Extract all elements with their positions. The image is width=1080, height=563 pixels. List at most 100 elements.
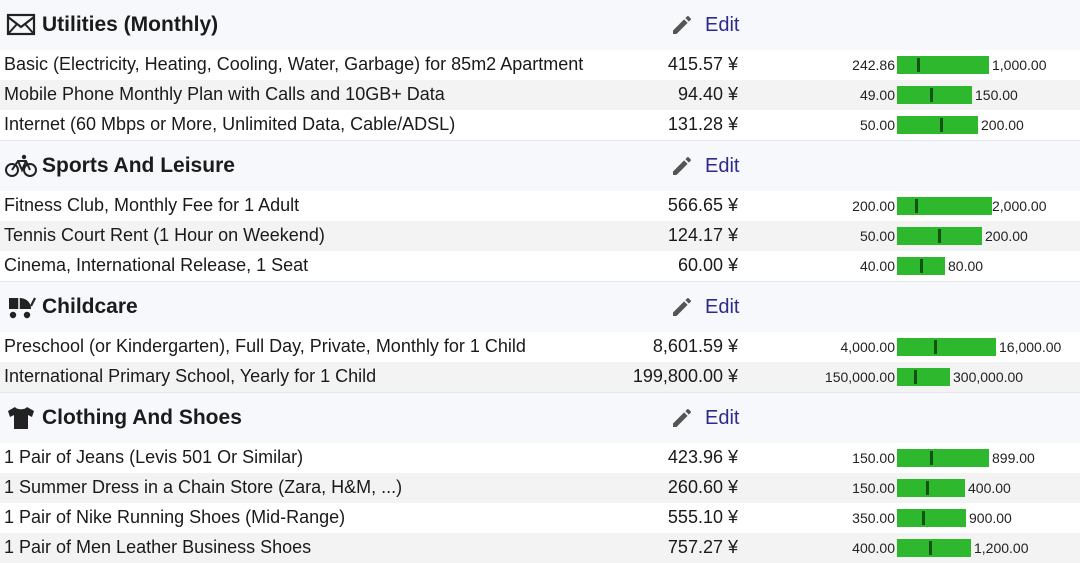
item-name: International Primary School, Yearly for… (4, 366, 377, 386)
item-name: Fitness Club, Monthly Fee for 1 Adult (4, 195, 300, 215)
range-min: 400.00 (852, 540, 895, 556)
range-value-marker (929, 541, 932, 555)
range-max: 16,000.00 (999, 339, 1062, 355)
edit-link[interactable]: Edit (670, 11, 739, 39)
item-price: 260.60 ¥ (667, 477, 738, 497)
edit-label: Edit (705, 406, 740, 429)
table-row: 1 Pair of Men Leather Business Shoes 757.… (0, 533, 1080, 563)
range-value-marker (930, 451, 933, 465)
table-row: Fitness Club, Monthly Fee for 1 Adult 566… (0, 191, 1080, 221)
range-bar (897, 227, 982, 245)
pencil-icon (670, 154, 694, 178)
range-min: 49.00 (859, 87, 895, 103)
price-range: 50.00 200.00 (780, 116, 1080, 134)
range-bar (897, 509, 966, 527)
range-max: 80.00 (948, 258, 984, 274)
item-price: 415.57 ¥ (667, 54, 738, 74)
range-min: 242.86 (852, 57, 895, 73)
range-max: 200.00 (985, 228, 1028, 244)
item-name: Internet (60 Mbps or More, Unlimited Dat… (4, 114, 456, 134)
table-row: International Primary School, Yearly for… (0, 362, 1080, 392)
item-name: Preschool (or Kindergarten), Full Day, P… (4, 336, 526, 356)
table-row: Internet (60 Mbps or More, Unlimited Dat… (0, 110, 1080, 140)
price-range: 150.00 899.00 (780, 449, 1080, 467)
edit-link[interactable]: Edit (670, 152, 739, 180)
price-range: 4,000.00 16,000.00 (780, 338, 1080, 356)
range-min: 150.00 (852, 450, 895, 466)
item-price: 60.00 ¥ (677, 255, 738, 275)
table-row: Cinema, International Release, 1 Seat 60.… (0, 251, 1080, 281)
table-row: Preschool (or Kindergarten), Full Day, P… (0, 332, 1080, 362)
item-name: 1 Pair of Jeans (Levis 501 Or Similar) (4, 447, 304, 467)
range-min: 350.00 (852, 510, 895, 526)
range-value-marker (920, 259, 923, 273)
category-section: Utilities (Monthly) Edit Basic (Electricit… (0, 0, 1080, 140)
range-value-marker (938, 229, 941, 243)
price-range: 200.00 2,000.00 (780, 197, 1080, 215)
range-bar (897, 338, 996, 356)
range-bar (897, 539, 971, 557)
range-value-marker (940, 118, 943, 132)
item-price: 8,601.59 ¥ (652, 336, 738, 356)
range-bar (897, 116, 978, 134)
item-price: 757.27 ¥ (667, 537, 738, 557)
table-row: Tennis Court Rent (1 Hour on Weekend) 124… (0, 221, 1080, 251)
category-section: Childcare Edit Preschool (or Kindergarten)… (0, 281, 1080, 392)
item-name: 1 Pair of Nike Running Shoes (Mid-Range) (4, 507, 346, 527)
category-header: Utilities (Monthly) Edit (0, 0, 1080, 50)
range-min: 40.00 (859, 258, 895, 274)
range-max: 200.00 (981, 117, 1024, 133)
item-price: 566.65 ¥ (667, 195, 738, 215)
table-row: Basic (Electricity, Heating, Cooling, Wa… (0, 50, 1080, 80)
range-value-marker (922, 511, 925, 525)
edit-label: Edit (705, 295, 740, 318)
pencil-icon (670, 406, 694, 430)
item-name: Mobile Phone Monthly Plan with Calls and… (4, 84, 445, 104)
range-value-marker (926, 481, 929, 495)
item-price: 94.40 ¥ (677, 84, 738, 104)
range-value-marker (930, 88, 933, 102)
edit-label: Edit (705, 13, 740, 36)
range-min: 50.00 (859, 117, 895, 133)
pencil-icon (670, 295, 694, 319)
range-max: 1,000.00 (992, 57, 1047, 73)
range-bar (897, 449, 989, 467)
table-row: 1 Pair of Nike Running Shoes (Mid-Range)… (0, 503, 1080, 533)
range-max: 300,000.00 (953, 369, 1024, 385)
edit-link[interactable]: Edit (670, 404, 739, 432)
category-section: Sports And Leisure Edit Fitness Club, Mont… (0, 140, 1080, 281)
range-max: 899.00 (992, 450, 1035, 466)
item-name: 1 Pair of Men Leather Business Shoes (4, 537, 312, 557)
price-range: 242.86 1,000.00 (780, 56, 1080, 74)
bicycle-icon (5, 153, 37, 179)
range-max: 2,000.00 (992, 198, 1047, 214)
edit-link[interactable]: Edit (670, 293, 739, 321)
category-title: Utilities (Monthly) (42, 13, 219, 36)
category-title: Childcare (42, 295, 138, 318)
price-range: 40.00 80.00 (780, 257, 1080, 275)
price-range: 400.00 1,200.00 (780, 539, 1080, 557)
category-header: Clothing And Shoes Edit (0, 392, 1080, 443)
price-range: 49.00 150.00 (780, 86, 1080, 104)
range-value-marker (914, 370, 917, 384)
range-max: 150.00 (975, 87, 1018, 103)
category-title: Sports And Leisure (42, 154, 235, 177)
range-min: 150.00 (852, 480, 895, 496)
price-range: 50.00 200.00 (780, 227, 1080, 245)
range-min: 50.00 (859, 228, 895, 244)
table-row: 1 Pair of Jeans (Levis 501 Or Similar) 42… (0, 443, 1080, 473)
range-value-marker (915, 199, 918, 213)
range-value-marker (934, 340, 937, 354)
item-name: 1 Summer Dress in a Chain Store (Zara, H… (4, 477, 403, 497)
range-max: 400.00 (968, 480, 1011, 496)
category-title: Clothing And Shoes (42, 406, 242, 429)
category-header: Sports And Leisure Edit (0, 140, 1080, 191)
range-max: 900.00 (969, 510, 1012, 526)
range-bar (897, 257, 945, 275)
item-name: Tennis Court Rent (1 Hour on Weekend) (4, 225, 325, 245)
stroller-icon (5, 294, 37, 320)
item-price: 423.96 ¥ (667, 447, 738, 467)
item-name: Basic (Electricity, Heating, Cooling, Wa… (4, 54, 584, 74)
edit-label: Edit (705, 154, 740, 177)
